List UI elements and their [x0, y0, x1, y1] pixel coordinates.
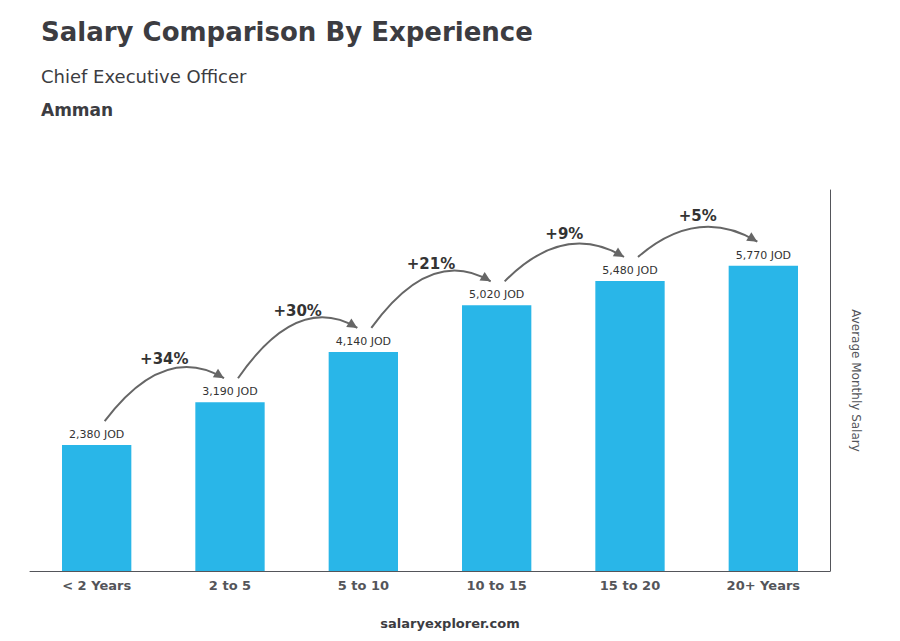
- svg-text:20+ Years: 20+ Years: [727, 578, 801, 593]
- svg-text:Average Monthly Salary: Average Monthly Salary: [849, 309, 863, 452]
- svg-text:5,770 JOD: 5,770 JOD: [736, 249, 791, 262]
- svg-text:5,020 JOD: 5,020 JOD: [469, 288, 524, 301]
- svg-text:5,480 JOD: 5,480 JOD: [602, 264, 657, 277]
- svg-text:4,140 JOD: 4,140 JOD: [336, 335, 391, 348]
- svg-text:15 to 20: 15 to 20: [600, 578, 660, 593]
- svg-text:Chief Executive Officer: Chief Executive Officer: [41, 66, 247, 87]
- svg-text:2,380 JOD: 2,380 JOD: [69, 428, 124, 441]
- svg-text:Amman: Amman: [41, 100, 113, 120]
- svg-text:2 to 5: 2 to 5: [209, 578, 251, 593]
- svg-text:5 to 10: 5 to 10: [338, 578, 389, 593]
- svg-text:salary: salary: [380, 616, 425, 631]
- svg-text:10 to 15: 10 to 15: [466, 578, 526, 593]
- svg-text:+30%: +30%: [273, 302, 321, 320]
- svg-text:explorer.com: explorer.com: [425, 616, 520, 631]
- svg-text:3,190 JOD: 3,190 JOD: [202, 385, 257, 398]
- svg-text:+34%: +34%: [140, 350, 188, 368]
- svg-text:Salary Comparison By Experienc: Salary Comparison By Experience: [41, 17, 533, 47]
- svg-text:+5%: +5%: [679, 207, 717, 225]
- svg-text:< 2 Years: < 2 Years: [62, 578, 131, 593]
- svg-text:+21%: +21%: [407, 255, 455, 273]
- svg-text:+9%: +9%: [545, 225, 583, 243]
